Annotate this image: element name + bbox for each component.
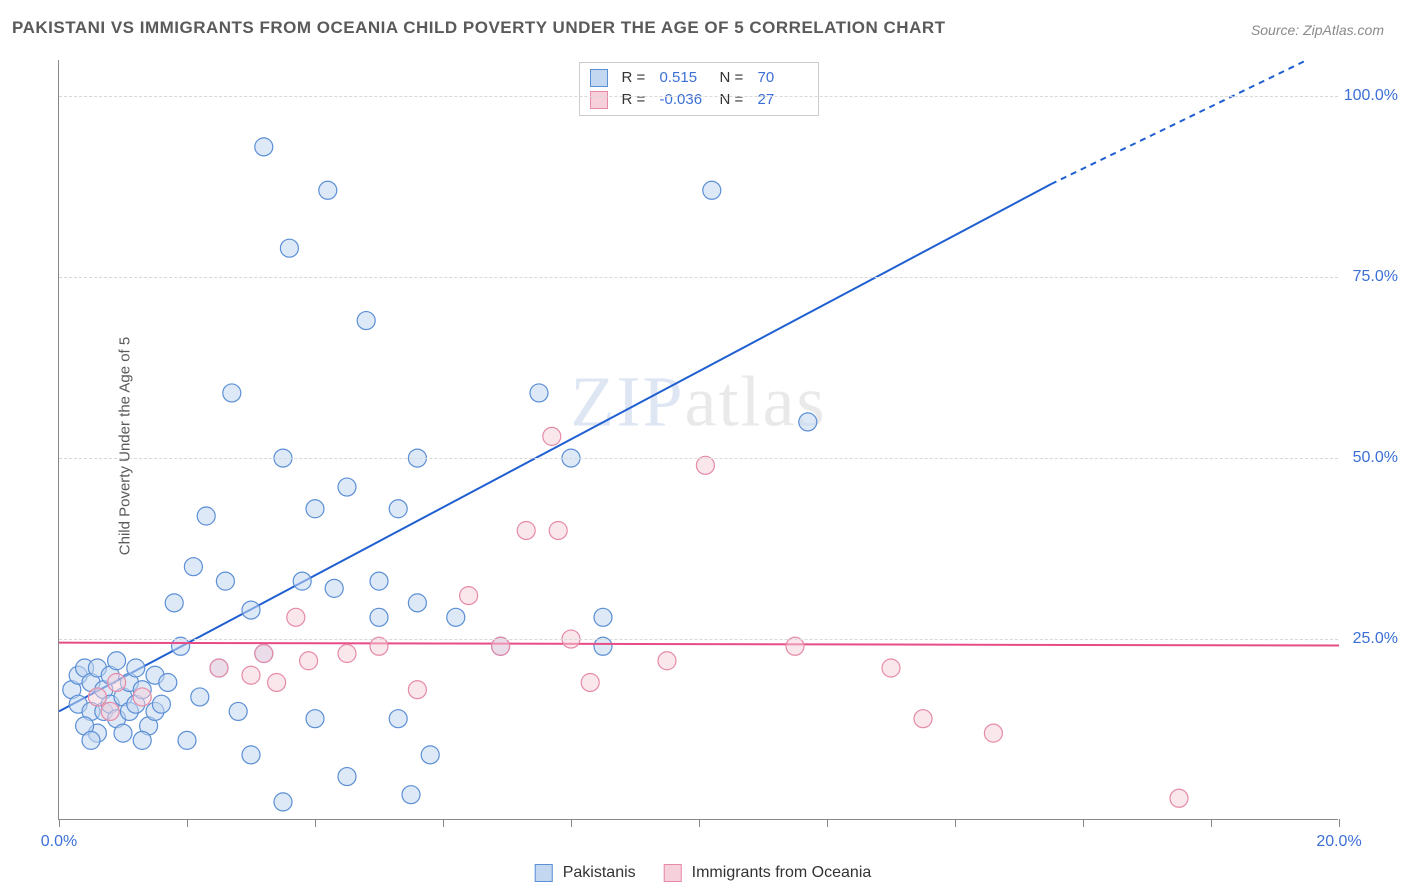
data-point-pakistanis (447, 608, 465, 626)
data-point-pakistanis (293, 572, 311, 590)
data-point-pakistanis (216, 572, 234, 590)
data-point-oceania (914, 710, 932, 728)
legend-label-oceania: Immigrants from Oceania (692, 864, 872, 882)
data-point-oceania (460, 587, 478, 605)
data-point-oceania (543, 427, 561, 445)
data-point-oceania (210, 659, 228, 677)
data-point-pakistanis (389, 710, 407, 728)
data-point-pakistanis (274, 793, 292, 811)
data-point-oceania (242, 666, 260, 684)
data-point-oceania (658, 652, 676, 670)
data-point-pakistanis (338, 768, 356, 786)
x-tick (1211, 819, 1212, 827)
y-tick-label: 50.0% (1343, 449, 1398, 467)
x-tick (443, 819, 444, 827)
data-point-pakistanis (389, 500, 407, 518)
data-point-pakistanis (370, 572, 388, 590)
data-point-pakistanis (108, 652, 126, 670)
y-tick-label: 75.0% (1343, 268, 1398, 286)
legend-label-pakistanis: Pakistanis (563, 864, 636, 882)
x-tick (59, 819, 60, 827)
data-point-pakistanis (799, 413, 817, 431)
x-tick (1083, 819, 1084, 827)
data-point-oceania (287, 608, 305, 626)
data-point-oceania (581, 673, 599, 691)
y-tick-label: 100.0% (1343, 87, 1398, 105)
data-point-pakistanis (178, 731, 196, 749)
source-attribution: Source: ZipAtlas.com (1251, 22, 1384, 38)
data-point-oceania (300, 652, 318, 670)
data-point-pakistanis (184, 558, 202, 576)
plot-area: ZIPatlas R = 0.515 N = 70 R = -0.036 N =… (58, 60, 1338, 820)
x-tick (827, 819, 828, 827)
legend-item-pakistanis: Pakistanis (535, 864, 636, 882)
data-point-pakistanis (357, 312, 375, 330)
x-tick (699, 819, 700, 827)
data-point-pakistanis (191, 688, 209, 706)
data-point-oceania (101, 702, 119, 720)
data-point-pakistanis (255, 138, 273, 156)
trend-line-dashed-pakistanis (1051, 60, 1307, 184)
data-point-pakistanis (152, 695, 170, 713)
data-point-oceania (984, 724, 1002, 742)
data-point-oceania (108, 673, 126, 691)
x-tick (571, 819, 572, 827)
data-point-pakistanis (421, 746, 439, 764)
data-point-oceania (549, 521, 567, 539)
x-tick (187, 819, 188, 827)
legend-series: Pakistanis Immigrants from Oceania (535, 864, 872, 882)
data-point-oceania (88, 688, 106, 706)
data-point-pakistanis (165, 594, 183, 612)
data-point-pakistanis (306, 710, 324, 728)
data-point-pakistanis (242, 746, 260, 764)
data-point-oceania (338, 645, 356, 663)
gridline (59, 96, 1338, 97)
data-point-oceania (268, 673, 286, 691)
data-point-oceania (1170, 789, 1188, 807)
gridline (59, 639, 1338, 640)
data-point-pakistanis (703, 181, 721, 199)
x-tick-label: 20.0% (1316, 833, 1361, 851)
data-point-pakistanis (242, 601, 260, 619)
data-point-pakistanis (408, 594, 426, 612)
data-point-pakistanis (229, 702, 247, 720)
y-tick-label: 25.0% (1343, 630, 1398, 648)
trend-line-oceania (59, 643, 1339, 646)
data-point-pakistanis (127, 659, 145, 677)
data-point-oceania (408, 681, 426, 699)
data-point-pakistanis (306, 500, 324, 518)
chart-title: PAKISTANI VS IMMIGRANTS FROM OCEANIA CHI… (12, 18, 946, 38)
swatch-pink-icon (664, 864, 682, 882)
data-point-pakistanis (82, 731, 100, 749)
data-point-pakistanis (223, 384, 241, 402)
data-point-pakistanis (402, 786, 420, 804)
data-point-pakistanis (133, 731, 151, 749)
data-point-oceania (882, 659, 900, 677)
x-tick (955, 819, 956, 827)
data-point-pakistanis (159, 673, 177, 691)
data-point-pakistanis (338, 478, 356, 496)
x-tick-label: 0.0% (41, 833, 77, 851)
data-point-pakistanis (594, 608, 612, 626)
data-point-oceania (255, 645, 273, 663)
swatch-blue-icon (535, 864, 553, 882)
data-point-pakistanis (325, 579, 343, 597)
data-point-oceania (517, 521, 535, 539)
data-point-pakistanis (319, 181, 337, 199)
x-tick (315, 819, 316, 827)
data-point-pakistanis (114, 724, 132, 742)
data-point-pakistanis (370, 608, 388, 626)
legend-item-oceania: Immigrants from Oceania (664, 864, 872, 882)
trend-line-pakistanis (59, 184, 1051, 711)
chart-canvas (59, 60, 1338, 819)
gridline (59, 458, 1338, 459)
data-point-pakistanis (530, 384, 548, 402)
data-point-pakistanis (197, 507, 215, 525)
data-point-pakistanis (280, 239, 298, 257)
gridline (59, 277, 1338, 278)
data-point-oceania (133, 688, 151, 706)
x-tick (1339, 819, 1340, 827)
